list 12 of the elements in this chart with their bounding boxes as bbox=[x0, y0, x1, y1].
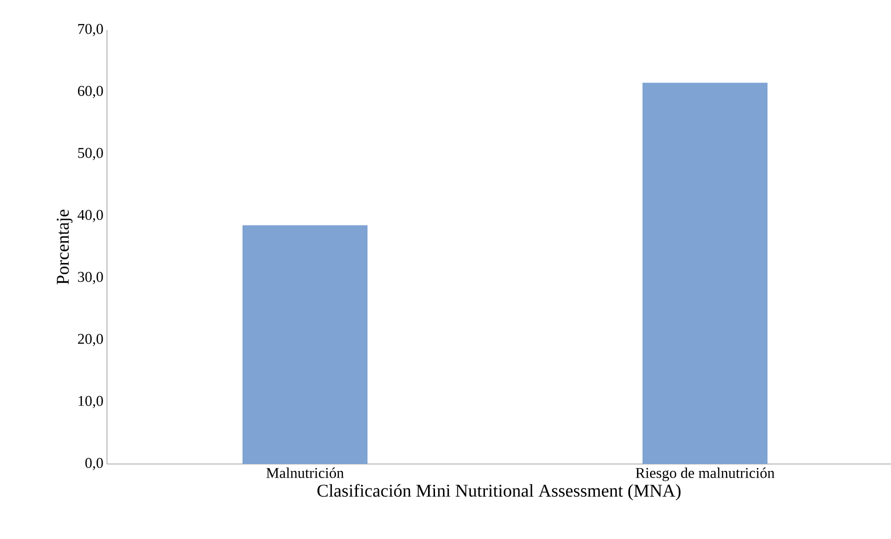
y-tick-label: 40,0 bbox=[78, 210, 103, 222]
y-tick-label: 60,0 bbox=[78, 86, 103, 98]
y-tick-label: 50,0 bbox=[78, 148, 103, 160]
y-tick-label: 30,0 bbox=[78, 272, 103, 284]
y-tick-label: 0,0 bbox=[85, 458, 103, 470]
y-axis-title: Porcentaje bbox=[56, 210, 72, 284]
x-tick-label: Malnutrición bbox=[266, 468, 344, 478]
x-tick-label: Riesgo de malnutrición bbox=[636, 468, 775, 482]
y-tick-label: 10,0 bbox=[78, 396, 103, 408]
y-tick-label: 20,0 bbox=[78, 334, 103, 346]
x-axis-title: Clasificación Mini Nutritional Assessment (MNA) bbox=[317, 484, 681, 500]
y-tick-label: 70,0 bbox=[78, 24, 103, 36]
